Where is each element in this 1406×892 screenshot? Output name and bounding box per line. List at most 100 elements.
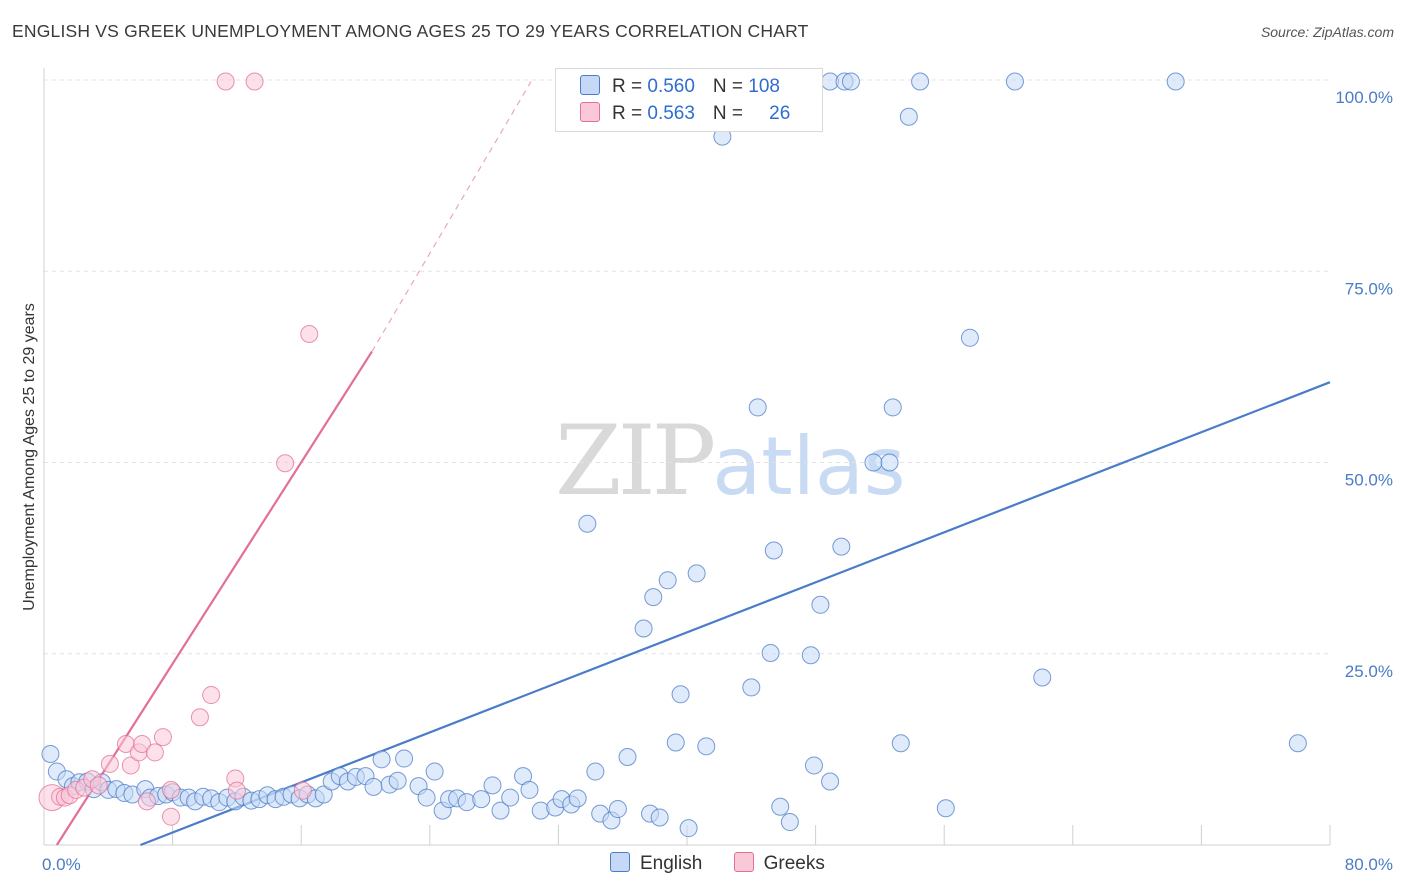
greeks-point [145,743,164,762]
english-point [761,643,780,662]
greeks-n-value: 26 [769,103,791,124]
legend-row-english: R = 0.560 N = 108 [580,75,780,101]
english-point [314,785,333,804]
greeks-point [153,728,172,747]
greeks-point [161,780,180,799]
greeks-point [137,792,156,811]
english-point [841,72,860,91]
greeks-point [202,686,221,705]
greeks-legend-swatch [733,852,754,872]
english-point [960,328,979,347]
english-point [804,756,823,775]
english-point [634,619,653,638]
english-point [891,734,910,753]
greeks-point [300,324,319,343]
english-point [936,799,955,818]
grid-lines [44,79,1330,655]
greeks-point [161,807,180,826]
english-point [864,453,883,472]
english-point [764,541,783,560]
english-point [883,398,902,417]
english-point [568,789,587,808]
y-tick-label: 25.0% [1345,662,1393,681]
trend-lines [55,81,1331,847]
english-point [911,72,930,91]
english-point [666,733,685,752]
data-points [38,72,1307,838]
english-point [608,800,627,819]
greeks-r-value: 0.563 [647,103,695,124]
english-point [520,780,539,799]
legend-row-greeks: R = 0.563 N = 26 [580,102,790,128]
english-point [491,801,510,820]
greeks-trend-line [55,350,373,846]
english-point [1288,734,1307,753]
greeks-point [100,754,119,773]
english-point [811,595,830,614]
english-point [586,762,605,781]
english-point [1005,72,1024,91]
axes [43,68,1331,846]
greeks-point [133,735,152,754]
greeks-point [121,756,140,775]
english-point [671,685,690,704]
english-swatch [580,75,600,95]
y-tick-label: 75.0% [1345,279,1393,298]
greeks-trend-extension [371,81,532,352]
english-point [501,788,520,807]
english-point [395,749,414,768]
english-point [41,744,60,763]
greeks-r-label: R = [612,103,648,124]
greeks-swatch [580,102,600,122]
english-legend-label: English [640,853,703,874]
y-axis-label: Unemployment Among Ages 25 to 29 years [21,303,38,611]
english-point [780,813,799,832]
x-tick-label-min: 0.0% [42,855,81,874]
greeks-point [190,708,209,727]
english-point [417,788,436,807]
english-r-label: R = [612,76,648,97]
english-point [679,819,698,838]
english-point [697,737,716,756]
greeks-legend-label: Greeks [763,853,825,874]
greeks-n-label: N = [712,103,749,124]
greeks-point [245,72,264,91]
english-n-value: 108 [748,76,780,97]
english-point [372,750,391,769]
y-tick-label: 50.0% [1345,471,1393,490]
english-trend-line [140,381,1331,847]
english-point [687,564,706,583]
greeks-point [216,72,235,91]
y-tick-label: 100.0% [1335,88,1393,107]
greeks-point [227,781,246,800]
english-point [801,646,820,665]
chart-title: ENGLISH VS GREEK UNEMPLOYMENT AMONG AGES… [12,21,809,41]
series-legend: English Greeks [610,852,851,875]
english-point [742,678,761,697]
watermark-zip: ZIP [555,405,716,517]
greeks-point [89,776,108,795]
english-point [748,398,767,417]
english-point [618,748,637,767]
english-point [644,588,663,607]
english-point [1166,72,1185,91]
english-point [650,808,669,827]
english-point [425,762,444,781]
correlation-legend: R = 0.560 N = 108 R = 0.563 N = 26 [555,68,823,132]
english-point [880,453,899,472]
english-point [578,514,597,533]
greeks-point [293,781,312,800]
english-point [658,571,677,590]
english-point [364,777,383,796]
english-r-value: 0.560 [647,76,695,97]
english-point [899,107,918,126]
english-n-label: N = [712,76,749,97]
legend-item-greeks: Greeks [733,852,825,875]
english-point [832,537,851,556]
english-legend-swatch [610,852,630,872]
english-point [472,790,491,809]
english-point [821,772,840,791]
english-point [1033,668,1052,687]
x-tick-label-max: 80.0% [1345,855,1393,874]
